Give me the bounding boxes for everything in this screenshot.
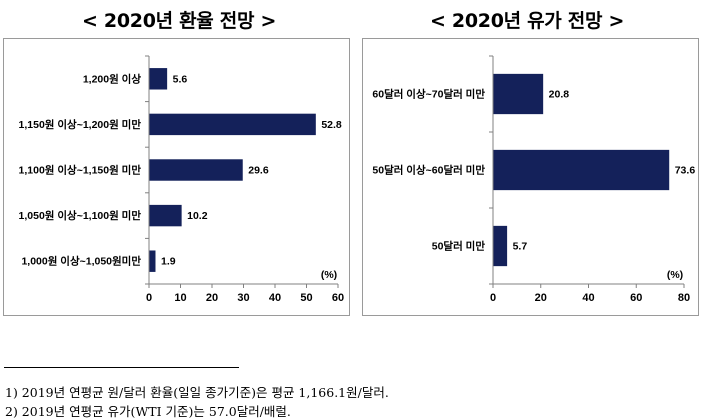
oil-price-data-label: 20.8: [549, 89, 570, 101]
exchange-rate-data-label: 10.2: [187, 210, 208, 222]
exchange-rate-bar: [149, 68, 168, 90]
exchange-rate-bar: [149, 204, 182, 227]
exchange-rate-data-label: 1.9: [161, 256, 176, 268]
oil-price-x-tick-label: 40: [582, 292, 594, 304]
exchange-rate-data-label: 52.8: [321, 119, 342, 131]
exchange-rate-x-tick-label: 0: [146, 292, 152, 304]
oil-price-category-label: 50달러 이상~60달러 미만: [372, 164, 485, 177]
exchange-rate-category-label: 1,200원 이상: [83, 72, 142, 85]
oil-price-x-tick-label: 60: [630, 292, 642, 304]
exchange-rate-category-label: 1,100원 이상~1,150원 미만: [19, 164, 142, 177]
exchange-rate-category-label: 1,150원 이상~1,200원 미만: [19, 118, 142, 131]
exchange-rate-x-tick-label: 30: [237, 292, 249, 304]
exchange-rate-x-tick-label: 50: [300, 292, 312, 304]
exchange-rate-bar: [149, 250, 156, 272]
oil-price-chart-panel: 60달러 이상~70달러 미만 20.8 50달러 이상~60달러 미만 73.6 50…: [362, 38, 699, 316]
oil-price-bar: [493, 73, 544, 115]
exchange-rate-title: < 2020년 환율 전망 >: [82, 10, 277, 32]
exchange-rate-bar: [149, 159, 243, 181]
exchange-rate-category-label: 1,000원 이상~1,050원미만: [21, 255, 141, 268]
oil-price-category-label: 60달러 이상~70달러 미만: [372, 88, 485, 101]
footnote-divider: [4, 367, 239, 368]
exchange-rate-bar: [149, 113, 316, 136]
exchange-rate-chart-panel: 1,200원 이상 5.6 1,150원 이상~1,200원 미만 52.8 1,100…: [3, 38, 350, 316]
oil-price-chart: 60달러 이상~70달러 미만 20.8 50달러 이상~60달러 미만 73.6 50…: [372, 55, 696, 304]
exchange-rate-x-tick-label: 40: [269, 292, 281, 304]
exchange-rate-data-label: 29.6: [248, 165, 269, 177]
oil-price-x-tick-label: 80: [678, 292, 690, 304]
exchange-rate-data-label: 5.6: [173, 73, 188, 85]
exchange-rate-chart: 1,200원 이상 5.6 1,150원 이상~1,200원 미만 52.8 1,100…: [19, 55, 344, 304]
oil-price-bar: [493, 225, 508, 267]
oil-price-x-tick-label: 20: [535, 292, 547, 304]
oil-price-x-tick-label: 0: [490, 292, 496, 304]
footnote-1: 1) 2019년 연평균 원/달러 환율(일일 종가기준)은 평균 1,166.…: [5, 385, 389, 400]
exchange-rate-unit-label: (%): [321, 269, 337, 281]
exchange-rate-x-tick-label: 10: [174, 292, 186, 304]
oil-price-data-label: 5.7: [513, 241, 528, 253]
oil-price-title: < 2020년 유가 전망 >: [430, 10, 625, 32]
oil-price-bar: [493, 149, 670, 191]
exchange-rate-x-tick-label: 60: [332, 292, 344, 304]
oil-price-unit-label: (%): [667, 269, 683, 281]
footnote-2: 2) 2019년 연평균 유가(WTI 기준)는 57.0달러/배럴.: [5, 404, 291, 419]
oil-price-data-label: 73.6: [675, 165, 696, 177]
exchange-rate-category-label: 1,050원 이상~1,100원 미만: [19, 209, 142, 222]
oil-price-category-label: 50달러 미만: [432, 240, 486, 253]
exchange-rate-x-tick-label: 20: [206, 292, 218, 304]
